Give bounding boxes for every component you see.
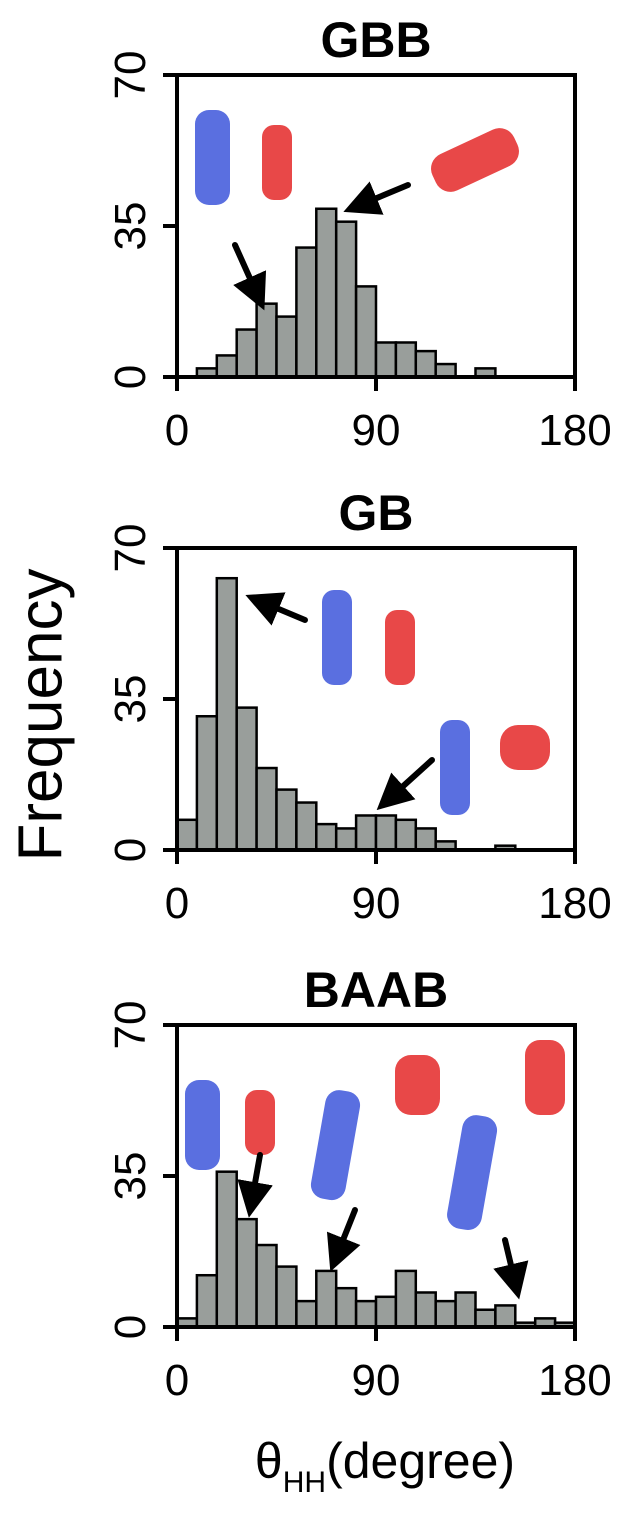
bar [215,576,238,852]
arrow [376,757,435,811]
y-axis-label: Frequency [6,569,75,862]
bar [315,207,338,379]
bar [494,1304,517,1329]
y-tick-label: 35 [106,1152,155,1201]
chart-title: GB [339,485,414,541]
bar [175,818,199,852]
helix-icon [385,610,415,685]
chart-title: GBB [320,12,431,68]
helix-icon [525,1040,565,1115]
helix-icon [262,125,292,200]
bar [315,1269,338,1329]
bar [374,1295,398,1329]
bar [374,341,398,379]
bar [235,1217,258,1329]
arrow [232,242,267,311]
helix-icon [447,1115,498,1230]
bar [334,220,358,379]
bar [275,788,298,852]
bar [374,814,398,852]
bar [334,827,358,852]
bar [315,822,338,852]
bar [394,1269,418,1329]
bar [275,1265,298,1329]
y-tick-label: 70 [106,51,155,100]
y-tick-label: 35 [106,202,155,251]
bar [255,1243,278,1329]
helix-icon [245,1090,275,1155]
bar [354,1299,378,1329]
helix-icon [431,128,519,192]
bar [354,285,378,379]
y-tick-label: 70 [106,524,155,573]
y-tick-label: 35 [106,675,155,724]
bar [235,328,258,379]
x-axis-label-subscript: HH [283,1466,326,1499]
bar [255,302,278,379]
bar [394,341,418,379]
x-tick-label: 0 [165,1356,189,1405]
bar [195,715,219,852]
y-tick-label: 0 [106,365,155,389]
x-tick-label: 90 [352,1356,401,1405]
bar [454,1291,477,1329]
x-axis-label-unit: (degree) [326,1433,515,1489]
arrow [245,592,308,626]
helix-icon [440,720,470,815]
bar [295,246,318,379]
bar [295,801,318,852]
helix-icon [395,1055,440,1115]
x-tick-label: 90 [352,406,401,455]
bar [414,827,437,852]
illustrations [185,110,565,1300]
arrow [493,1237,529,1300]
arrow [326,1207,361,1272]
bar [295,1299,318,1329]
helix-icon [185,1080,220,1170]
y-tick-label: 70 [106,1001,155,1050]
y-tick-label: 0 [106,1315,155,1339]
arrow [343,181,411,215]
x-tick-label: 180 [538,1356,611,1405]
helix-icon [322,590,352,685]
x-tick-label: 90 [352,879,401,928]
chart-title: BAAB [304,962,448,1018]
bar [235,706,258,852]
bar [434,1299,457,1329]
bar [275,315,298,379]
arrow [237,1152,273,1218]
x-tick-label: 0 [165,879,189,928]
y-tick-label: 0 [106,838,155,862]
helix-icon [500,725,550,770]
bar [474,1308,497,1329]
x-tick-label: 0 [165,406,189,455]
bar [334,1286,358,1329]
bar [255,766,278,852]
helix-icon [310,1090,361,1201]
x-axis-label-symbol: θ [255,1433,283,1489]
bar [195,1273,219,1329]
bar [414,349,437,379]
bar [354,814,378,852]
x-axis-label: θHH(degree) [255,1433,515,1499]
x-tick-label: 180 [538,406,611,455]
bar [215,1170,238,1329]
x-tick-label: 180 [538,879,611,928]
helix-icon [195,110,230,205]
bar [215,354,238,379]
bar [414,1291,437,1329]
bar [394,818,418,852]
